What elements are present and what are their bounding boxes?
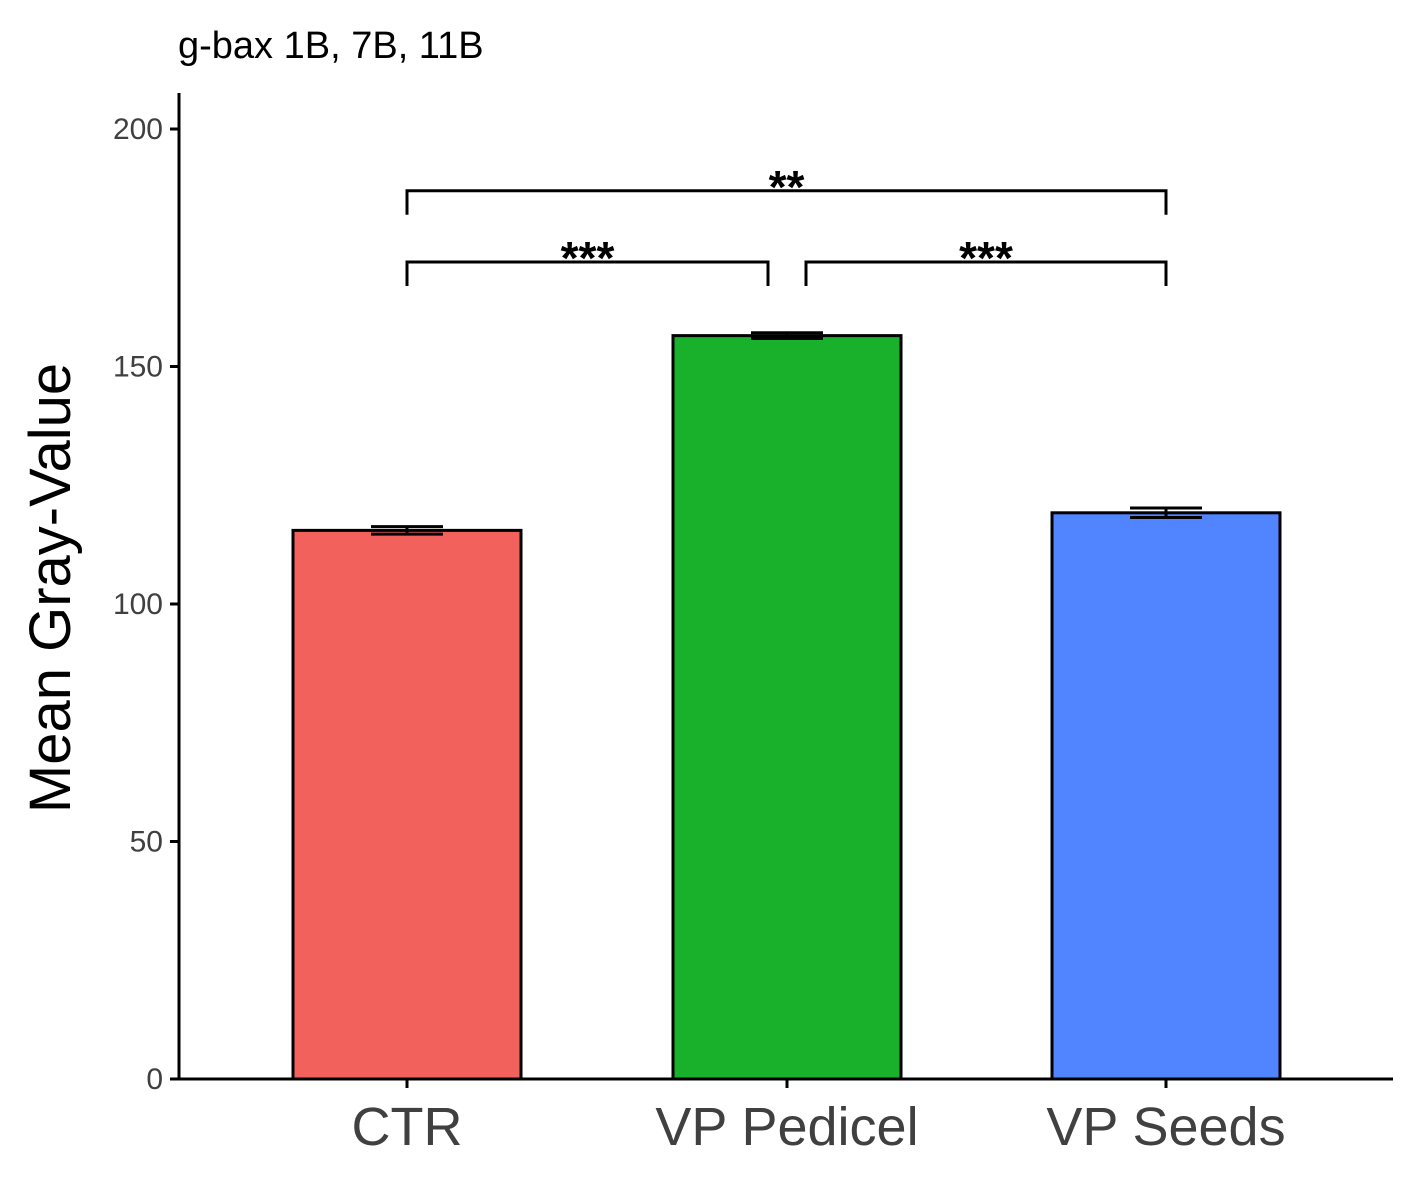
y-tick-label: 100 [113, 588, 163, 621]
y-tick-label: 150 [113, 351, 163, 384]
error-bar [1130, 506, 1202, 520]
x-ticks: CTR VP Pedicel VP Seeds [352, 1079, 1286, 1157]
axes [177, 93, 1393, 1081]
y-ticks: 0 50 100 150 200 [113, 113, 179, 1096]
bar [291, 528, 523, 1081]
bar [671, 334, 903, 1081]
error-bar [371, 525, 443, 536]
y-axis-label: Mean Gray-Value [18, 363, 83, 813]
significance-bracket: *** [405, 232, 770, 286]
bracket-line [405, 260, 770, 286]
y-tick-label: 200 [113, 113, 163, 146]
significance-label: *** [959, 232, 1013, 284]
bracket-line [405, 189, 1168, 215]
bracket-line [804, 260, 1168, 286]
y-tick-label: 0 [146, 1063, 163, 1096]
bars-layer [291, 334, 1282, 1081]
x-tick-label: VP Pedicel [655, 1097, 918, 1157]
y-tick-label: 50 [130, 826, 163, 859]
significance-label: ** [769, 161, 805, 213]
x-tick-label: VP Seeds [1046, 1097, 1285, 1157]
chart-title: g-bax 1B, 7B, 11B [178, 25, 484, 67]
significance-layer: *** ***** [405, 161, 1168, 286]
bar [1050, 511, 1282, 1081]
error-bars-layer [371, 331, 1202, 536]
significance-bracket: ** [405, 161, 1168, 215]
significance-label: *** [561, 232, 615, 284]
error-bar [751, 331, 823, 340]
x-tick-label: CTR [352, 1097, 463, 1157]
significance-bracket: *** [804, 232, 1168, 286]
